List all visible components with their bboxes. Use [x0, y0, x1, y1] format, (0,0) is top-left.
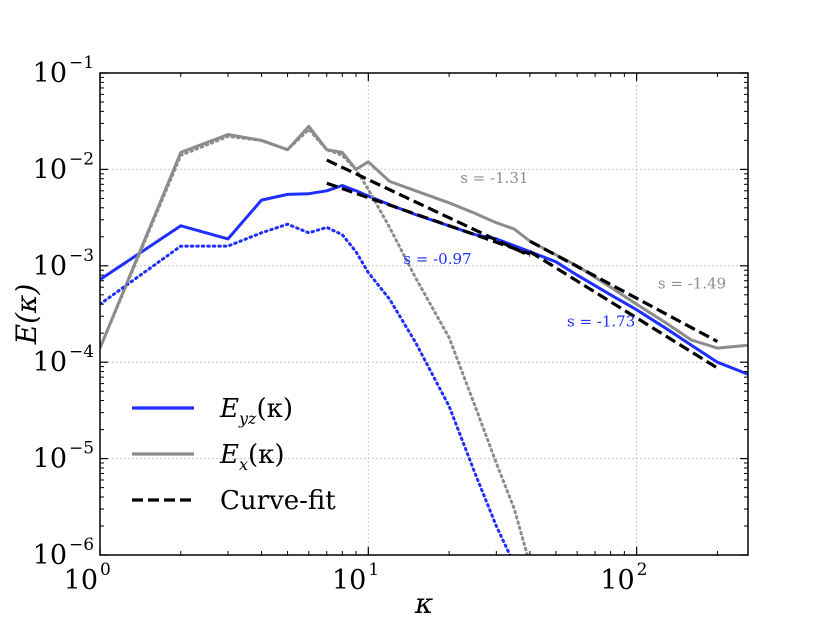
- y-tick-label: 10: [33, 58, 67, 89]
- y-tick-label: 10: [33, 251, 67, 282]
- y-tick-label: 10: [33, 347, 67, 378]
- series-e-x-solid: [100, 124, 748, 350]
- plot-frame: [99, 72, 749, 556]
- x-tick-label: 10: [332, 565, 366, 596]
- grid-layer: [100, 73, 748, 555]
- x-tick-exponent: 0: [100, 560, 111, 580]
- series-fit-s-1-31: [326, 158, 531, 258]
- x-tick-exponent: 2: [637, 560, 648, 580]
- y-tick-exponent: −4: [69, 342, 94, 362]
- series-fit-s-1-73: [529, 250, 719, 370]
- y-tick-exponent: −2: [69, 149, 94, 169]
- legend: Eyz(κ) Ex(κ) Curve-fit: [132, 394, 336, 516]
- annotation-layer: s = -1.31 s = -0.97 s = -1.49 s = -1.73: [403, 169, 726, 330]
- y-tick-label: 10: [33, 540, 67, 571]
- x-tick-label: 10: [64, 565, 98, 596]
- slope-annotation: s = -1.49: [658, 275, 726, 293]
- slope-annotation: s = -1.73: [567, 312, 635, 330]
- y-tick-label: 10: [33, 444, 67, 475]
- series-fit-s-1-49: [529, 239, 719, 343]
- y-tick-exponent: −5: [69, 439, 94, 459]
- legend-label: Eyz(κ): [219, 394, 293, 428]
- series-layer: [100, 124, 748, 555]
- slope-annotation: s = -0.97: [403, 250, 471, 268]
- legend-label: Ex(κ): [219, 440, 285, 474]
- y-axis-label: E(κ): [10, 284, 43, 346]
- series-e-x-dotted: [100, 127, 529, 555]
- x-axis-label: κ: [414, 587, 433, 620]
- slope-annotation: s = -1.31: [460, 169, 528, 187]
- tick-layer: 10 0 10 1 10 210 −610 −510 −410 −310 −210 −1: [33, 53, 748, 596]
- series-fit-s-0-97: [326, 181, 531, 256]
- legend-label: Curve-fit: [220, 486, 336, 516]
- y-tick-exponent: −1: [69, 53, 94, 73]
- y-tick-label: 10: [33, 154, 67, 185]
- series-e-yz-dotted: [100, 222, 512, 555]
- x-tick-label: 10: [600, 565, 634, 596]
- y-tick-exponent: −3: [69, 246, 94, 266]
- series-e-yz-solid: [100, 184, 748, 376]
- y-tick-exponent: −6: [69, 535, 94, 555]
- x-tick-exponent: 1: [368, 560, 379, 580]
